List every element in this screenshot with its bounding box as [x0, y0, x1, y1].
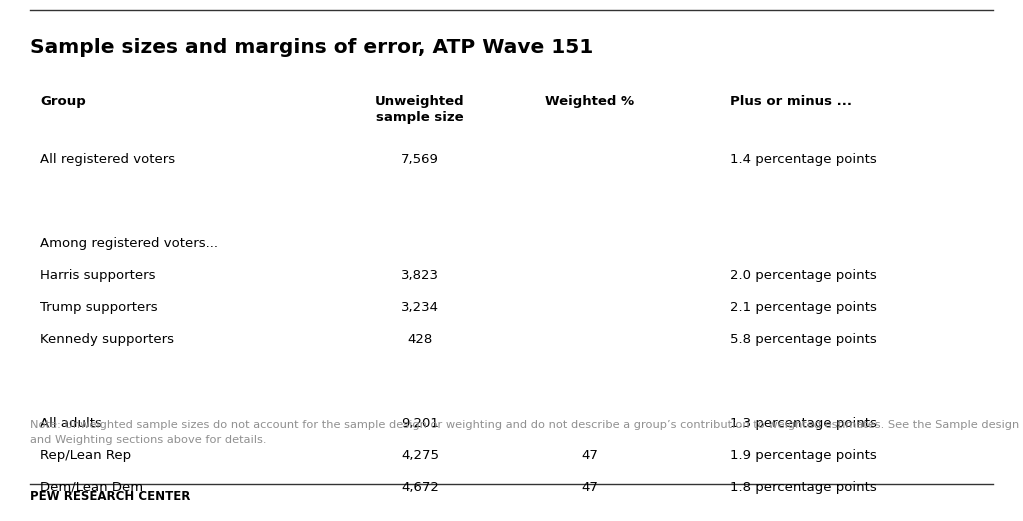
Text: Unweighted
sample size: Unweighted sample size [375, 95, 464, 124]
Text: 1.4 percentage points: 1.4 percentage points [730, 153, 877, 166]
Text: Plus or minus ...: Plus or minus ... [730, 95, 852, 108]
Text: PEW RESEARCH CENTER: PEW RESEARCH CENTER [30, 490, 190, 503]
Text: 1.9 percentage points: 1.9 percentage points [730, 449, 877, 462]
Text: Harris supporters: Harris supporters [40, 269, 155, 282]
Text: 9,201: 9,201 [401, 417, 439, 430]
Text: Group: Group [40, 95, 86, 108]
Text: Sample sizes and margins of error, ATP Wave 151: Sample sizes and margins of error, ATP W… [30, 38, 593, 57]
Text: 2.0 percentage points: 2.0 percentage points [730, 269, 877, 282]
Text: 5.8 percentage points: 5.8 percentage points [730, 333, 877, 346]
Text: 7,569: 7,569 [401, 153, 439, 166]
Text: All adults: All adults [40, 417, 102, 430]
Text: 1.8 percentage points: 1.8 percentage points [730, 481, 877, 494]
Text: 4,275: 4,275 [401, 449, 439, 462]
Text: 3,234: 3,234 [401, 301, 439, 314]
Text: 1.3 percentage points: 1.3 percentage points [730, 417, 877, 430]
Text: 4,672: 4,672 [401, 481, 439, 494]
Text: Note: Unweighted sample sizes do not account for the sample design or weighting : Note: Unweighted sample sizes do not acc… [30, 420, 1019, 445]
Text: Among registered voters...: Among registered voters... [40, 237, 218, 250]
Text: 47: 47 [581, 449, 598, 462]
Text: 2.1 percentage points: 2.1 percentage points [730, 301, 877, 314]
Text: All registered voters: All registered voters [40, 153, 175, 166]
Text: Rep/Lean Rep: Rep/Lean Rep [40, 449, 131, 462]
Text: Dem/Lean Dem: Dem/Lean Dem [40, 481, 143, 494]
Text: Weighted %: Weighted % [545, 95, 634, 108]
Text: 3,823: 3,823 [401, 269, 439, 282]
Text: 428: 428 [407, 333, 433, 346]
Text: Kennedy supporters: Kennedy supporters [40, 333, 174, 346]
Text: 47: 47 [581, 481, 598, 494]
Text: Trump supporters: Trump supporters [40, 301, 158, 314]
